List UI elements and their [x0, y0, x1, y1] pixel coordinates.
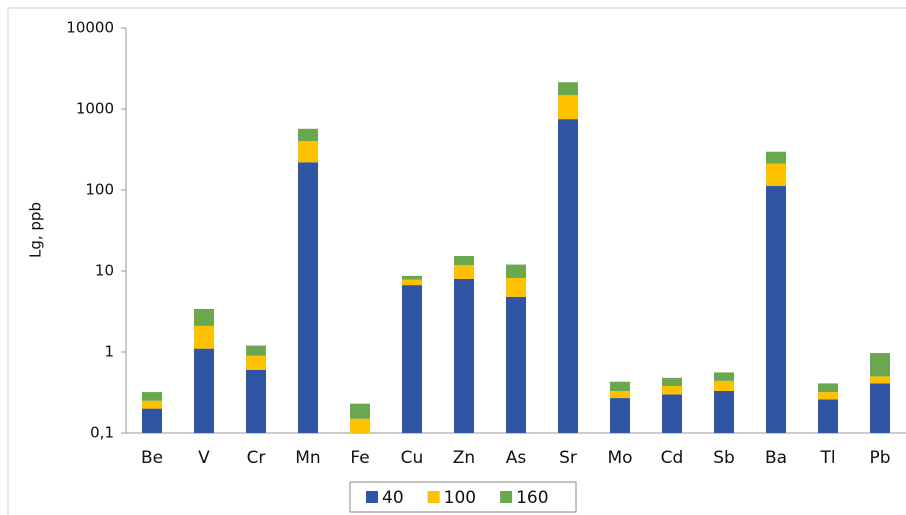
bar-segment [610, 398, 630, 433]
bar-segment [870, 353, 890, 377]
bar-segment [298, 162, 318, 433]
bar-segment [246, 345, 266, 356]
bar-segment [662, 386, 682, 395]
bar-segment [142, 400, 162, 409]
bar-segment [558, 119, 578, 433]
bar-segment [298, 128, 318, 142]
legend-label: 40 [382, 488, 404, 508]
bar-segment [766, 163, 786, 187]
bar-segment [194, 308, 214, 326]
bar-segment [870, 376, 890, 384]
bar-segment [350, 403, 370, 419]
legend-swatch [427, 491, 440, 503]
bar-segment [714, 391, 734, 433]
bar-segment [766, 151, 786, 164]
bar-segment [506, 264, 526, 278]
bar-segment [298, 141, 318, 163]
bar-segment [402, 279, 422, 286]
bar-segment [870, 383, 890, 433]
x-tick-label: Zn [453, 448, 475, 468]
bar-segment [610, 381, 630, 392]
bar-segment [142, 392, 162, 401]
x-tick-label: Ba [765, 448, 787, 468]
x-tick-label: Fe [350, 448, 369, 468]
x-tick-label: Sr [559, 448, 577, 468]
bar-segment [454, 265, 474, 279]
y-tick-label: 10 [95, 262, 114, 280]
x-tick-label: As [506, 448, 527, 468]
bar-segment [402, 275, 422, 280]
x-tick-label: Mo [607, 448, 632, 468]
bar-segment [246, 355, 266, 370]
bar-segment [714, 372, 734, 381]
legend-box [349, 481, 577, 513]
bar-segment [714, 380, 734, 392]
y-tick-label: 0,1 [90, 424, 114, 442]
bar-segment [766, 186, 786, 433]
x-tick-label: V [198, 448, 210, 468]
x-tick-label: Be [141, 448, 163, 468]
bar-segment [662, 394, 682, 433]
bar-segment [558, 95, 578, 120]
y-tick-label: 100 [85, 181, 114, 199]
bar-segment [454, 278, 474, 433]
x-tick-label: Pb [869, 448, 890, 468]
y-tick-label: 1000 [76, 100, 114, 118]
bar-segment [818, 383, 838, 393]
bar-segment [402, 285, 422, 433]
bar-segment [558, 82, 578, 96]
legend-swatch [366, 491, 378, 503]
x-tick-label: Cd [661, 448, 684, 468]
bar-segment [506, 277, 526, 297]
bar-segment [610, 391, 630, 399]
chart-frame [7, 7, 906, 515]
x-tick-label: Mn [295, 448, 320, 468]
bar-segment [350, 418, 370, 433]
x-tick-label: Sb [713, 448, 735, 468]
bar-segment [454, 256, 474, 266]
y-tick-label: 10000 [66, 19, 114, 37]
bar-segment [662, 377, 682, 387]
y-axis-label: Lg, ppb [27, 202, 45, 258]
x-tick-label: Cr [247, 448, 266, 468]
bar-segment [506, 296, 526, 433]
x-tick-label: Tl [819, 448, 835, 468]
bar-segment [194, 348, 214, 433]
bar-segment [246, 369, 266, 433]
bar-segment [818, 392, 838, 400]
y-tick-label: 1 [104, 343, 114, 361]
legend-label: 160 [516, 488, 548, 508]
bar-segment [818, 399, 838, 433]
legend-label: 100 [444, 488, 476, 508]
bar-segment [194, 325, 214, 349]
x-tick-label: Cu [401, 448, 424, 468]
bar-segment [142, 408, 162, 433]
legend-swatch [500, 491, 513, 503]
